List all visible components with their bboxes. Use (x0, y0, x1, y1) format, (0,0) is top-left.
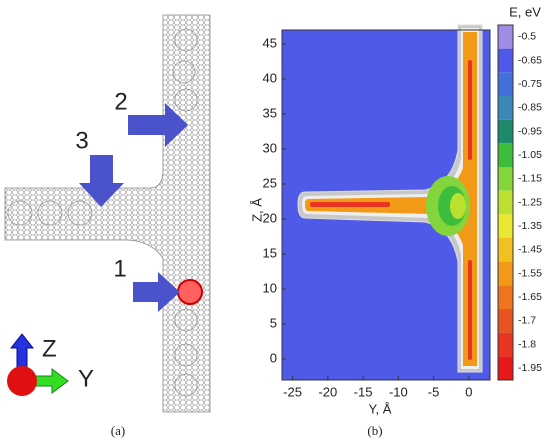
arrows (79, 103, 188, 312)
colorbar-label: -1.95 (518, 362, 542, 374)
colorbar-title: E, eV (509, 4, 541, 19)
colorbar-label: -0.95 (518, 125, 542, 137)
contour-band (310, 202, 390, 207)
y-axis-label: Z, Å (249, 198, 264, 222)
colorbar-label: -1.55 (518, 267, 542, 279)
contour-band (468, 260, 472, 360)
colorbar-swatch (498, 143, 513, 167)
y-tick-label: 45 (263, 35, 277, 50)
panel-b: (b) Y, Å Z, Å E, eV (249, 4, 541, 438)
colorbar-label: -1.35 (518, 220, 542, 232)
colorbar-swatch (498, 238, 513, 262)
contour: -25 -20 -15 -10 -5 0 0 5 10 15 20 25 30 35 40 45 -0.5 -0.… (263, 24, 542, 399)
colorbar-label: -0.65 (518, 54, 542, 66)
x-tick-label: -5 (428, 384, 440, 399)
contour-band (468, 60, 472, 160)
colorbar-label: -1.15 (518, 173, 542, 185)
y-tick-label: 40 (263, 70, 277, 85)
marker-label: 3 (75, 127, 88, 154)
colorbar-label: -1.8 (518, 338, 536, 350)
colorbar-swatch (498, 48, 513, 73)
colorbar-label: -0.75 (518, 78, 542, 90)
x-tick-label: 0 (465, 384, 472, 399)
fullerene-red (177, 279, 203, 305)
y-tick-label: 30 (263, 140, 277, 155)
x-tick-label: -25 (283, 384, 302, 399)
frame (281, 29, 491, 381)
y-tick-label: 25 (263, 175, 277, 190)
colorbar-swatch (498, 96, 513, 120)
y-tick-label: 5 (270, 315, 277, 330)
fullerenes (7, 28, 198, 397)
caption: (b) (367, 423, 382, 438)
panel-a: 1 2 3 Z Y (a) (4, 14, 211, 438)
nanotube (4, 14, 211, 413)
y-tick-label: 0 (270, 350, 277, 365)
colorbar-swatch (498, 261, 513, 286)
contour-band (305, 32, 477, 366)
colorbar-label: -1.05 (518, 149, 542, 161)
colorbar-label: -1.25 (518, 196, 542, 208)
colorbar-label: -1.65 (518, 291, 542, 303)
axis-label: Z (42, 335, 57, 362)
x-tick-label: -20 (318, 384, 337, 399)
colorbar-label: -0.85 (518, 102, 542, 114)
y-tick-label: 10 (263, 280, 277, 295)
y-tick-label: 20 (263, 210, 277, 225)
marker-label: 1 (113, 255, 126, 282)
colorbar-swatch (498, 119, 513, 144)
colorbar-swatch (498, 214, 513, 238)
colorbar-swatch (498, 356, 513, 380)
colorbar-swatch (498, 285, 513, 309)
x-tick-label: -15 (354, 384, 373, 399)
colorbar-swatch (498, 72, 513, 96)
z-arrow (9, 333, 35, 371)
origin (7, 366, 37, 396)
colorbar-swatch (498, 309, 513, 333)
axis-label: Y (78, 365, 94, 392)
colorbar-label: -1.45 (518, 244, 542, 256)
y-tick-label: 35 (263, 105, 277, 120)
marker-label: 2 (114, 88, 127, 115)
colorbar-swatch (498, 190, 513, 215)
x-tick-label: -10 (389, 384, 408, 399)
x-axis-label: Y, Å (369, 401, 392, 416)
colorbar-label: -1.7 (518, 315, 536, 327)
contour-band (450, 193, 466, 219)
colorbar-swatch (498, 167, 513, 191)
caption: (a) (111, 423, 125, 438)
colorbar-swatch (498, 25, 513, 49)
colorbar-frame (497, 24, 514, 381)
y-tick-label: 15 (263, 245, 277, 260)
colorbar-swatch (498, 332, 513, 357)
colorbar-label: -0.5 (518, 31, 536, 43)
